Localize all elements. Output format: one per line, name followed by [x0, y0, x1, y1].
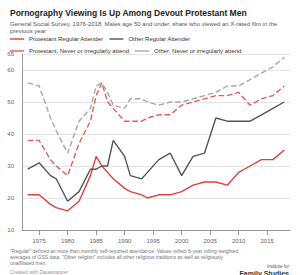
svg-text:2000: 2000: [175, 238, 189, 244]
svg-text:Institute for: Institute for: [267, 264, 290, 269]
svg-text:40: 40: [7, 131, 14, 137]
svg-text:1990: 1990: [118, 238, 132, 244]
svg-text:Protestant Regular Attender: Protestant Regular Attender: [29, 36, 103, 42]
svg-text:1995: 1995: [146, 238, 160, 244]
svg-text:30: 30: [7, 163, 14, 169]
svg-text:Other, Never or irregularly at: Other, Never or irregularly attend: [154, 48, 241, 54]
svg-text:Other Regular Attender: Other Regular Attender: [128, 36, 190, 42]
svg-text:1985: 1985: [89, 238, 103, 244]
svg-text:previous year: previous year: [10, 28, 46, 34]
svg-text:unaffiliated men.: unaffiliated men.: [10, 260, 47, 266]
svg-text:General Social Survey, 1976-20: General Social Survey, 1976-2018, Males …: [10, 21, 279, 27]
svg-text:Pornography Viewing Is Up Amon: Pornography Viewing Is Up Among Devout P…: [10, 8, 247, 18]
svg-text:Created with Datawrapper: Created with Datawrapper: [10, 269, 68, 275]
svg-text:2005: 2005: [203, 238, 217, 244]
svg-text:1980: 1980: [61, 238, 75, 244]
svg-text:1975: 1975: [32, 238, 46, 244]
svg-text:"Regular" defined as more than: "Regular" defined as more than monthly s…: [10, 248, 240, 254]
svg-text:Family Studies: Family Studies: [240, 270, 290, 275]
svg-text:10: 10: [7, 227, 14, 233]
svg-text:2010: 2010: [232, 238, 246, 244]
svg-text:50: 50: [7, 99, 14, 105]
svg-text:65: 65: [7, 51, 14, 57]
svg-text:20: 20: [7, 195, 14, 201]
svg-text:60: 60: [7, 67, 14, 73]
svg-text:Protestant, Never or irregular: Protestant, Never or irregularly attend: [29, 48, 129, 54]
svg-text:averages of GSS data. "Other r: averages of GSS data. "Other religion" i…: [10, 254, 225, 260]
svg-text:2015: 2015: [261, 238, 275, 244]
